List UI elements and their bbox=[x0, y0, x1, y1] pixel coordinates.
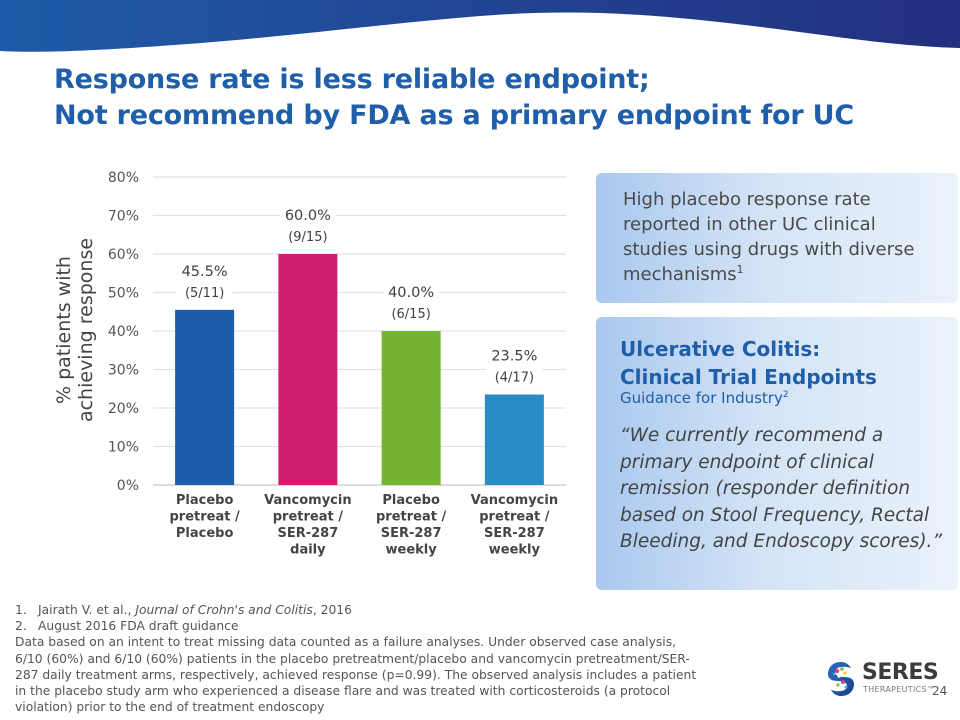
footnote-author: Jairath V. et al., bbox=[38, 603, 136, 617]
y-tick-label: 10% bbox=[108, 440, 139, 456]
guidance-subtitle: Guidance for Industry2 bbox=[620, 389, 789, 407]
x-category-label: Vancomycin bbox=[471, 493, 558, 508]
x-category-label: Vancomycin bbox=[264, 493, 351, 508]
analysis-note-line: 6/10 (60%) and 6/10 (60%) patients in th… bbox=[15, 651, 690, 666]
guidance-title-line-2: Clinical Trial Endpoints bbox=[620, 365, 877, 389]
guidance-title: Ulcerative Colitis: Clinical Trial Endpo… bbox=[620, 335, 877, 391]
x-category-label: SER-287 bbox=[484, 526, 545, 541]
data-label-fraction: (9/15) bbox=[288, 230, 327, 245]
data-label-fraction: (6/15) bbox=[391, 307, 430, 322]
callout-fda-guidance: Ulcerative Colitis: Clinical Trial Endpo… bbox=[596, 317, 958, 590]
seres-logo: SERES THERAPEUTICS™ bbox=[826, 660, 939, 700]
analysis-note-line: in the placebo study arm who experienced… bbox=[15, 684, 671, 699]
bar bbox=[278, 254, 338, 485]
guidance-title-line-1: Ulcerative Colitis: bbox=[620, 337, 821, 361]
x-category-label: pretreat / bbox=[273, 510, 343, 525]
analysis-note-line: 287 daily treatment arms, respectively, … bbox=[15, 667, 697, 682]
y-tick-label: 30% bbox=[108, 363, 139, 379]
data-label-percent: 40.0% bbox=[388, 285, 434, 301]
data-label-background bbox=[279, 205, 336, 245]
analysis-note-line: violation) prior to the end of treatment… bbox=[15, 700, 325, 715]
callout-text: High placebo response rate reported in o… bbox=[623, 189, 915, 285]
y-tick-label: 60% bbox=[108, 247, 139, 263]
bar-chart: 0% 10% 20% 30% 40% 50% 60% 70% 80% 45.5% (5/11) Pla… bbox=[108, 170, 566, 558]
header-wave-banner bbox=[0, 0, 960, 52]
bar bbox=[484, 394, 544, 485]
callout-placebo-response-text: High placebo response rate reported in o… bbox=[623, 187, 923, 287]
y-tick-label: 40% bbox=[108, 324, 139, 340]
logo-subtitle: THERAPEUTICS™ bbox=[863, 685, 936, 694]
title-line-2: Not recommend by FDA as a primary endpoi… bbox=[54, 100, 854, 131]
data-label-background bbox=[486, 345, 543, 386]
footnote-2: 2. August 2016 FDA draft guidance bbox=[15, 618, 705, 634]
x-category-label: weekly bbox=[386, 543, 438, 558]
footnote-year: , 2016 bbox=[312, 603, 352, 617]
bar bbox=[175, 309, 235, 485]
data-label-background bbox=[176, 260, 233, 301]
y-tick-label: 70% bbox=[108, 209, 139, 225]
x-category-label: pretreat / bbox=[170, 510, 240, 525]
data-label-background bbox=[383, 282, 440, 322]
x-category-label: pretreat / bbox=[479, 510, 549, 525]
footnote-ref-1: 1 bbox=[736, 263, 744, 276]
x-category-label: weekly bbox=[489, 543, 541, 558]
footnotes: 1. Jairath V. et al., Journal of Crohn's … bbox=[15, 602, 705, 715]
page-number: 24 bbox=[932, 684, 948, 698]
y-tick-label: 20% bbox=[108, 401, 139, 417]
y-tick-label: 50% bbox=[108, 286, 139, 302]
bar bbox=[381, 331, 441, 485]
data-label-percent: 60.0% bbox=[285, 208, 331, 224]
footnote-journal: Journal of Crohn's and Colitis bbox=[135, 603, 313, 617]
y-tick-label: 80% bbox=[108, 170, 139, 186]
x-category-label: Placebo bbox=[382, 493, 440, 508]
x-category-label: Placebo bbox=[176, 526, 234, 541]
x-category-label: Placebo bbox=[176, 493, 234, 508]
data-label-fraction: (5/11) bbox=[185, 286, 224, 301]
footnote-number: 2. bbox=[15, 619, 27, 634]
guidance-subtitle-text: Guidance for Industry bbox=[620, 389, 783, 407]
x-category-label: pretreat / bbox=[376, 510, 446, 525]
footnote-ref-2: 2 bbox=[782, 390, 789, 400]
logo-wordmark: SERES bbox=[862, 660, 939, 685]
data-label-fraction: (4/17) bbox=[495, 371, 534, 386]
footnote-1: 1. Jairath V. et al., Journal of Crohn's … bbox=[15, 602, 705, 618]
title-line-1: Response rate is less reliable endpoint; bbox=[54, 64, 650, 95]
data-label-percent: 23.5% bbox=[491, 349, 537, 365]
guidance-quote: “We currently recommend a primary endpoi… bbox=[620, 425, 943, 552]
footnote-number: 1. bbox=[15, 603, 27, 617]
footnote-text: August 2016 FDA draft guidance bbox=[38, 619, 239, 634]
data-label-percent: 45.5% bbox=[182, 264, 228, 280]
y-tick-label: 0% bbox=[117, 478, 139, 494]
analysis-note-line: Data based on an intent to treat missing… bbox=[15, 635, 677, 650]
seres-logo-mark-icon bbox=[828, 662, 854, 696]
callout-placebo-response: High placebo response rate reported in o… bbox=[596, 173, 958, 303]
x-category-label: daily bbox=[290, 543, 326, 558]
x-category-label: SER-287 bbox=[381, 526, 442, 541]
slide-title: Response rate is less reliable endpoint;… bbox=[54, 62, 854, 134]
x-category-label: SER-287 bbox=[277, 526, 338, 541]
